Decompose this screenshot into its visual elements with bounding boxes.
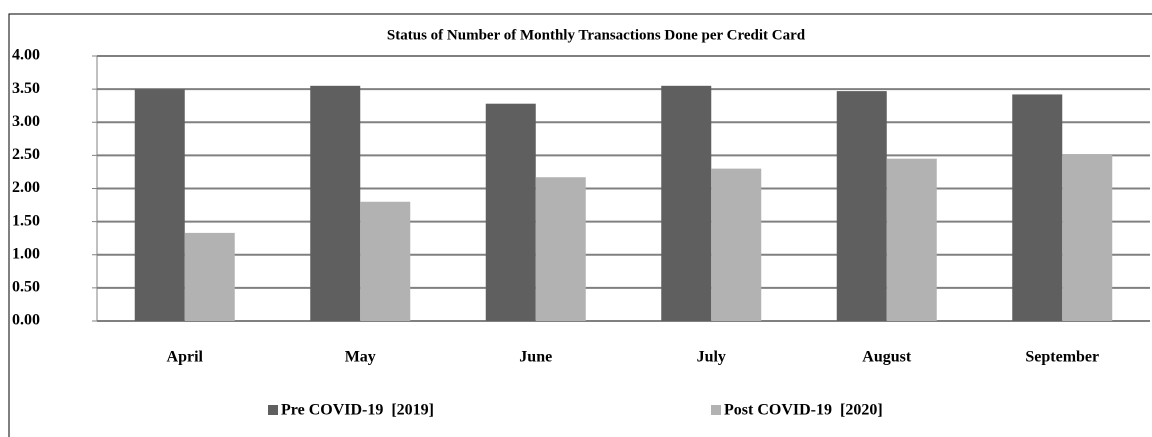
- y-tick-label: 1.00: [12, 245, 40, 262]
- y-tick-label: 1.50: [12, 212, 40, 229]
- y-tick-label: 2.50: [12, 146, 40, 163]
- y-tick-label: 0.00: [12, 312, 40, 329]
- bar: [485, 103, 536, 321]
- y-tick-label: 3.50: [12, 80, 40, 97]
- x-tick-label: July: [697, 349, 726, 366]
- legend-label: Pre COVID-19 [2019]: [281, 402, 434, 419]
- legend-swatch: [268, 405, 278, 415]
- bar: [1012, 94, 1063, 321]
- legend-swatch: [711, 405, 721, 415]
- bar: [886, 158, 937, 321]
- x-tick-label: April: [167, 349, 204, 366]
- bar: [661, 85, 712, 321]
- x-tick-label: September: [1025, 349, 1099, 366]
- legend-label: Post COVID-19 [2020]: [724, 402, 883, 419]
- bar: [310, 85, 361, 321]
- bar: [184, 232, 235, 321]
- y-tick-label: 3.00: [12, 113, 40, 130]
- y-tick-label: 2.00: [12, 179, 40, 196]
- y-tick-label: 0.50: [12, 279, 40, 296]
- bar: [836, 91, 887, 321]
- x-tick-label: May: [345, 349, 376, 366]
- bar: [711, 168, 762, 321]
- bar: [535, 177, 586, 321]
- bar: [134, 89, 185, 321]
- bar: [360, 201, 411, 321]
- x-tick-label: August: [862, 349, 912, 366]
- bar: [1062, 154, 1113, 321]
- chart-title: Status of Number of Monthly Transactions…: [387, 27, 806, 43]
- x-tick-label: June: [519, 349, 552, 366]
- y-tick-label: 4.00: [12, 47, 40, 64]
- chart-frame: [8, 13, 1152, 437]
